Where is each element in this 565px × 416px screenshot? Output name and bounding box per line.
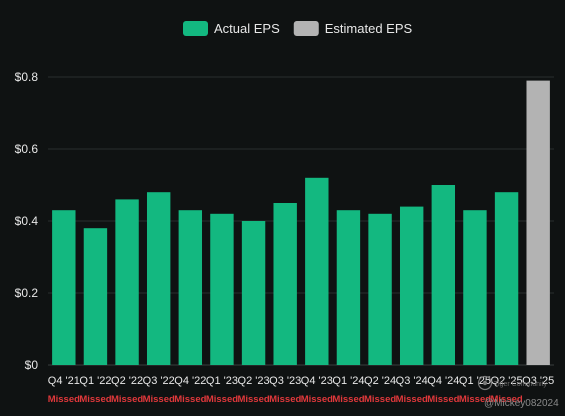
bar <box>399 206 424 365</box>
y-tick-label: $0.2 <box>15 286 39 300</box>
status-label: Missed <box>396 394 428 405</box>
status-label: Missed <box>332 394 364 405</box>
x-tick-label: Q2 '23 <box>238 375 270 387</box>
x-tick-label: Q2 '24 <box>364 375 396 387</box>
status-label: Missed <box>48 394 80 405</box>
y-tick-label: $0.6 <box>15 142 39 156</box>
bar <box>305 177 329 365</box>
bar <box>115 199 139 365</box>
status-labels: Missed Missed Missed Missed Missed Missed Miss… <box>48 394 523 405</box>
bar <box>526 80 550 365</box>
legend-label: Actual EPS <box>214 21 280 36</box>
bar <box>146 192 171 365</box>
y-tick-label: $0.4 <box>15 214 39 228</box>
status-label: Missed <box>111 394 143 405</box>
status-label: Missed <box>237 394 269 405</box>
status-label: Missed <box>143 394 175 405</box>
legend-swatch <box>293 21 319 36</box>
bar <box>52 210 76 365</box>
x-tick-label: Q1 '22 <box>79 375 111 387</box>
status-label: Missed <box>301 394 333 405</box>
bar <box>463 210 487 365</box>
bar <box>273 203 297 365</box>
y-tick-label: $0 <box>25 358 39 372</box>
bar <box>241 221 266 365</box>
y-tick-label: $0.8 <box>15 70 39 84</box>
watermark-text: @Mickey082024 <box>484 398 559 409</box>
legend: Actual EPS Estimated EPS <box>183 21 413 36</box>
x-tick-label: Q2 '22 <box>111 375 143 387</box>
bars <box>52 80 550 365</box>
bar <box>368 213 392 365</box>
status-label: Missed <box>427 394 459 405</box>
status-label: Missed <box>206 394 238 405</box>
legend-label: Estimated EPS <box>325 21 413 36</box>
x-tick-label: Q4 '22 <box>174 375 206 387</box>
bar <box>83 228 108 365</box>
x-tick-label: Q4 '21 <box>48 375 80 387</box>
x-axis: Q4 '21 Q1 '22 Q2 '22 Q3 '22 Q4 '22 Q1 '23 Q2 '… <box>48 375 554 387</box>
status-label: Missed <box>79 394 111 405</box>
status-label: Missed <box>364 394 396 405</box>
x-tick-label: Q1 '25 <box>459 375 491 387</box>
legend-item: Estimated EPS <box>293 21 413 36</box>
bar <box>210 213 234 365</box>
x-tick-label: Q3 '23 <box>269 375 301 387</box>
status-label: Missed <box>459 394 491 405</box>
x-tick-label: Q3 '22 <box>143 375 175 387</box>
x-tick-label: Q4 '23 <box>301 375 333 387</box>
y-axis: $0 $0.2 $0.4 $0.6 $0.8 <box>15 70 39 372</box>
tiger-logo-icon <box>477 375 493 391</box>
x-tick-label: Q1 '24 <box>332 375 364 387</box>
x-tick-label: Q3 '25 <box>522 375 554 387</box>
x-tick-label: Q3 '24 <box>396 375 428 387</box>
x-tick-label: Q4 '24 <box>427 375 459 387</box>
bar <box>494 192 519 365</box>
watermark: Tiger Community @Mickey082024 <box>477 375 559 409</box>
bar <box>431 185 456 365</box>
watermark-subtext: Tiger Community <box>494 381 548 388</box>
bar <box>178 210 203 365</box>
status-label: Missed <box>269 394 301 405</box>
x-tick-label: Q2 '25 <box>491 375 523 387</box>
status-label: Missed <box>174 394 206 405</box>
status-label: Missed <box>490 394 522 405</box>
legend-item: Actual EPS <box>183 21 280 36</box>
bar <box>336 210 361 365</box>
legend-swatch <box>183 21 208 36</box>
x-tick-label: Q1 '23 <box>206 375 238 387</box>
